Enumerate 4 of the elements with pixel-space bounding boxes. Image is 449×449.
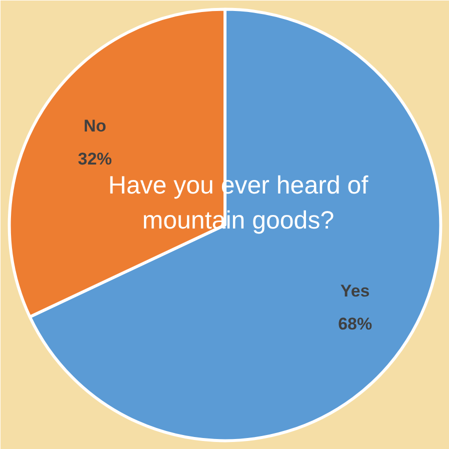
data-label: 32% [78, 149, 112, 168]
data-label: 68% [338, 314, 372, 334]
slice-label: No [84, 116, 106, 136]
slice-label: Yes [340, 282, 370, 301]
